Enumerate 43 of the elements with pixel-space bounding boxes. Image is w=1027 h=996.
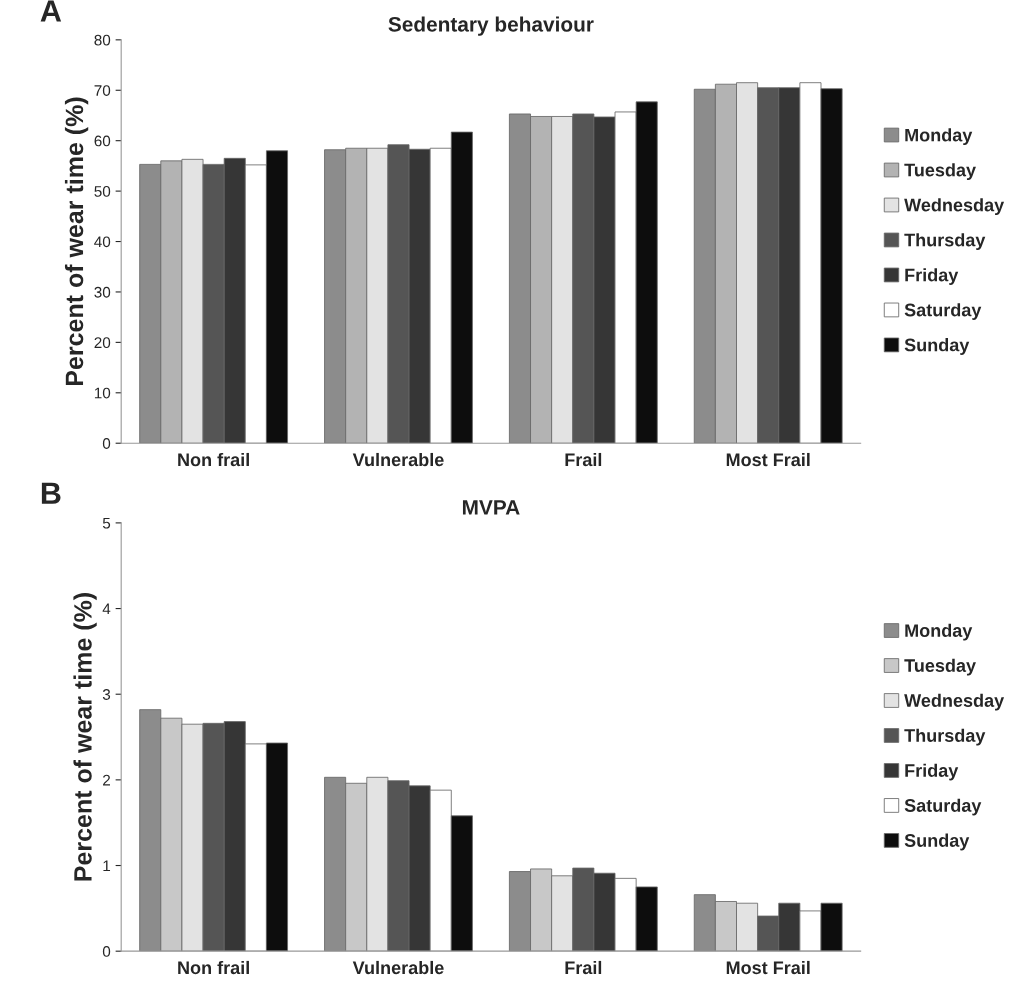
y-tick-label: 40 xyxy=(94,236,111,248)
y-tick-label: 3 xyxy=(102,689,111,700)
y-tick-label: 70 xyxy=(94,85,111,96)
y-tick-label: 1 xyxy=(103,860,111,872)
x-tick-label: Non frail xyxy=(178,452,249,467)
x-tick-label: Vulnerable xyxy=(352,452,444,467)
y-tick-label: 2 xyxy=(103,774,110,786)
y-tick-label: 10 xyxy=(94,387,111,399)
x-tick-label: Non frail xyxy=(178,960,249,975)
legend-label: Tuesday xyxy=(904,163,976,181)
y-axis-title: Percent of wear time (%) xyxy=(73,593,97,881)
y-tick-label: 5 xyxy=(102,517,111,529)
legend-label: Wednesday xyxy=(904,198,1005,216)
y-tick-label: 80 xyxy=(94,34,111,46)
legend-label: Saturday xyxy=(904,798,982,816)
y-tick-label: 50 xyxy=(94,185,111,197)
legend-label: Sunday xyxy=(904,338,970,355)
text: A xyxy=(40,0,62,22)
y-tick-label: 30 xyxy=(94,286,111,298)
y-tick-label: 0 xyxy=(102,946,111,957)
y-tick-label: 0 xyxy=(102,438,111,449)
legend-label: Saturday xyxy=(904,303,982,320)
text: B xyxy=(41,482,61,504)
legend-label: Tuesday xyxy=(904,658,976,676)
legend-label: Thursday xyxy=(904,233,986,250)
x-tick-label: Frail xyxy=(565,452,602,467)
x-tick-label: Most Frail xyxy=(726,452,810,467)
legend-label: Monday xyxy=(905,128,973,146)
y-axis-title: Percent of wear time (%) xyxy=(64,97,89,386)
legend-label: Wednesday xyxy=(904,693,1005,711)
legend-label: Thursday xyxy=(904,728,986,746)
x-tick-label: Frail xyxy=(565,960,602,975)
legend-label: Sunday xyxy=(904,833,970,851)
y-tick-label: 60 xyxy=(94,135,111,147)
x-tick-label: Most Frail xyxy=(726,960,810,975)
legend-label: Friday xyxy=(905,268,959,285)
x-tick-label: Vulnerable xyxy=(352,960,444,975)
legend-label: Monday xyxy=(905,623,973,641)
legend-label: Friday xyxy=(905,763,959,781)
y-tick-label: 4 xyxy=(102,603,111,615)
y-tick-label: 20 xyxy=(94,337,111,349)
chart-title: MVPA xyxy=(462,500,520,515)
chart-title: Sedentary behaviour xyxy=(388,16,594,36)
